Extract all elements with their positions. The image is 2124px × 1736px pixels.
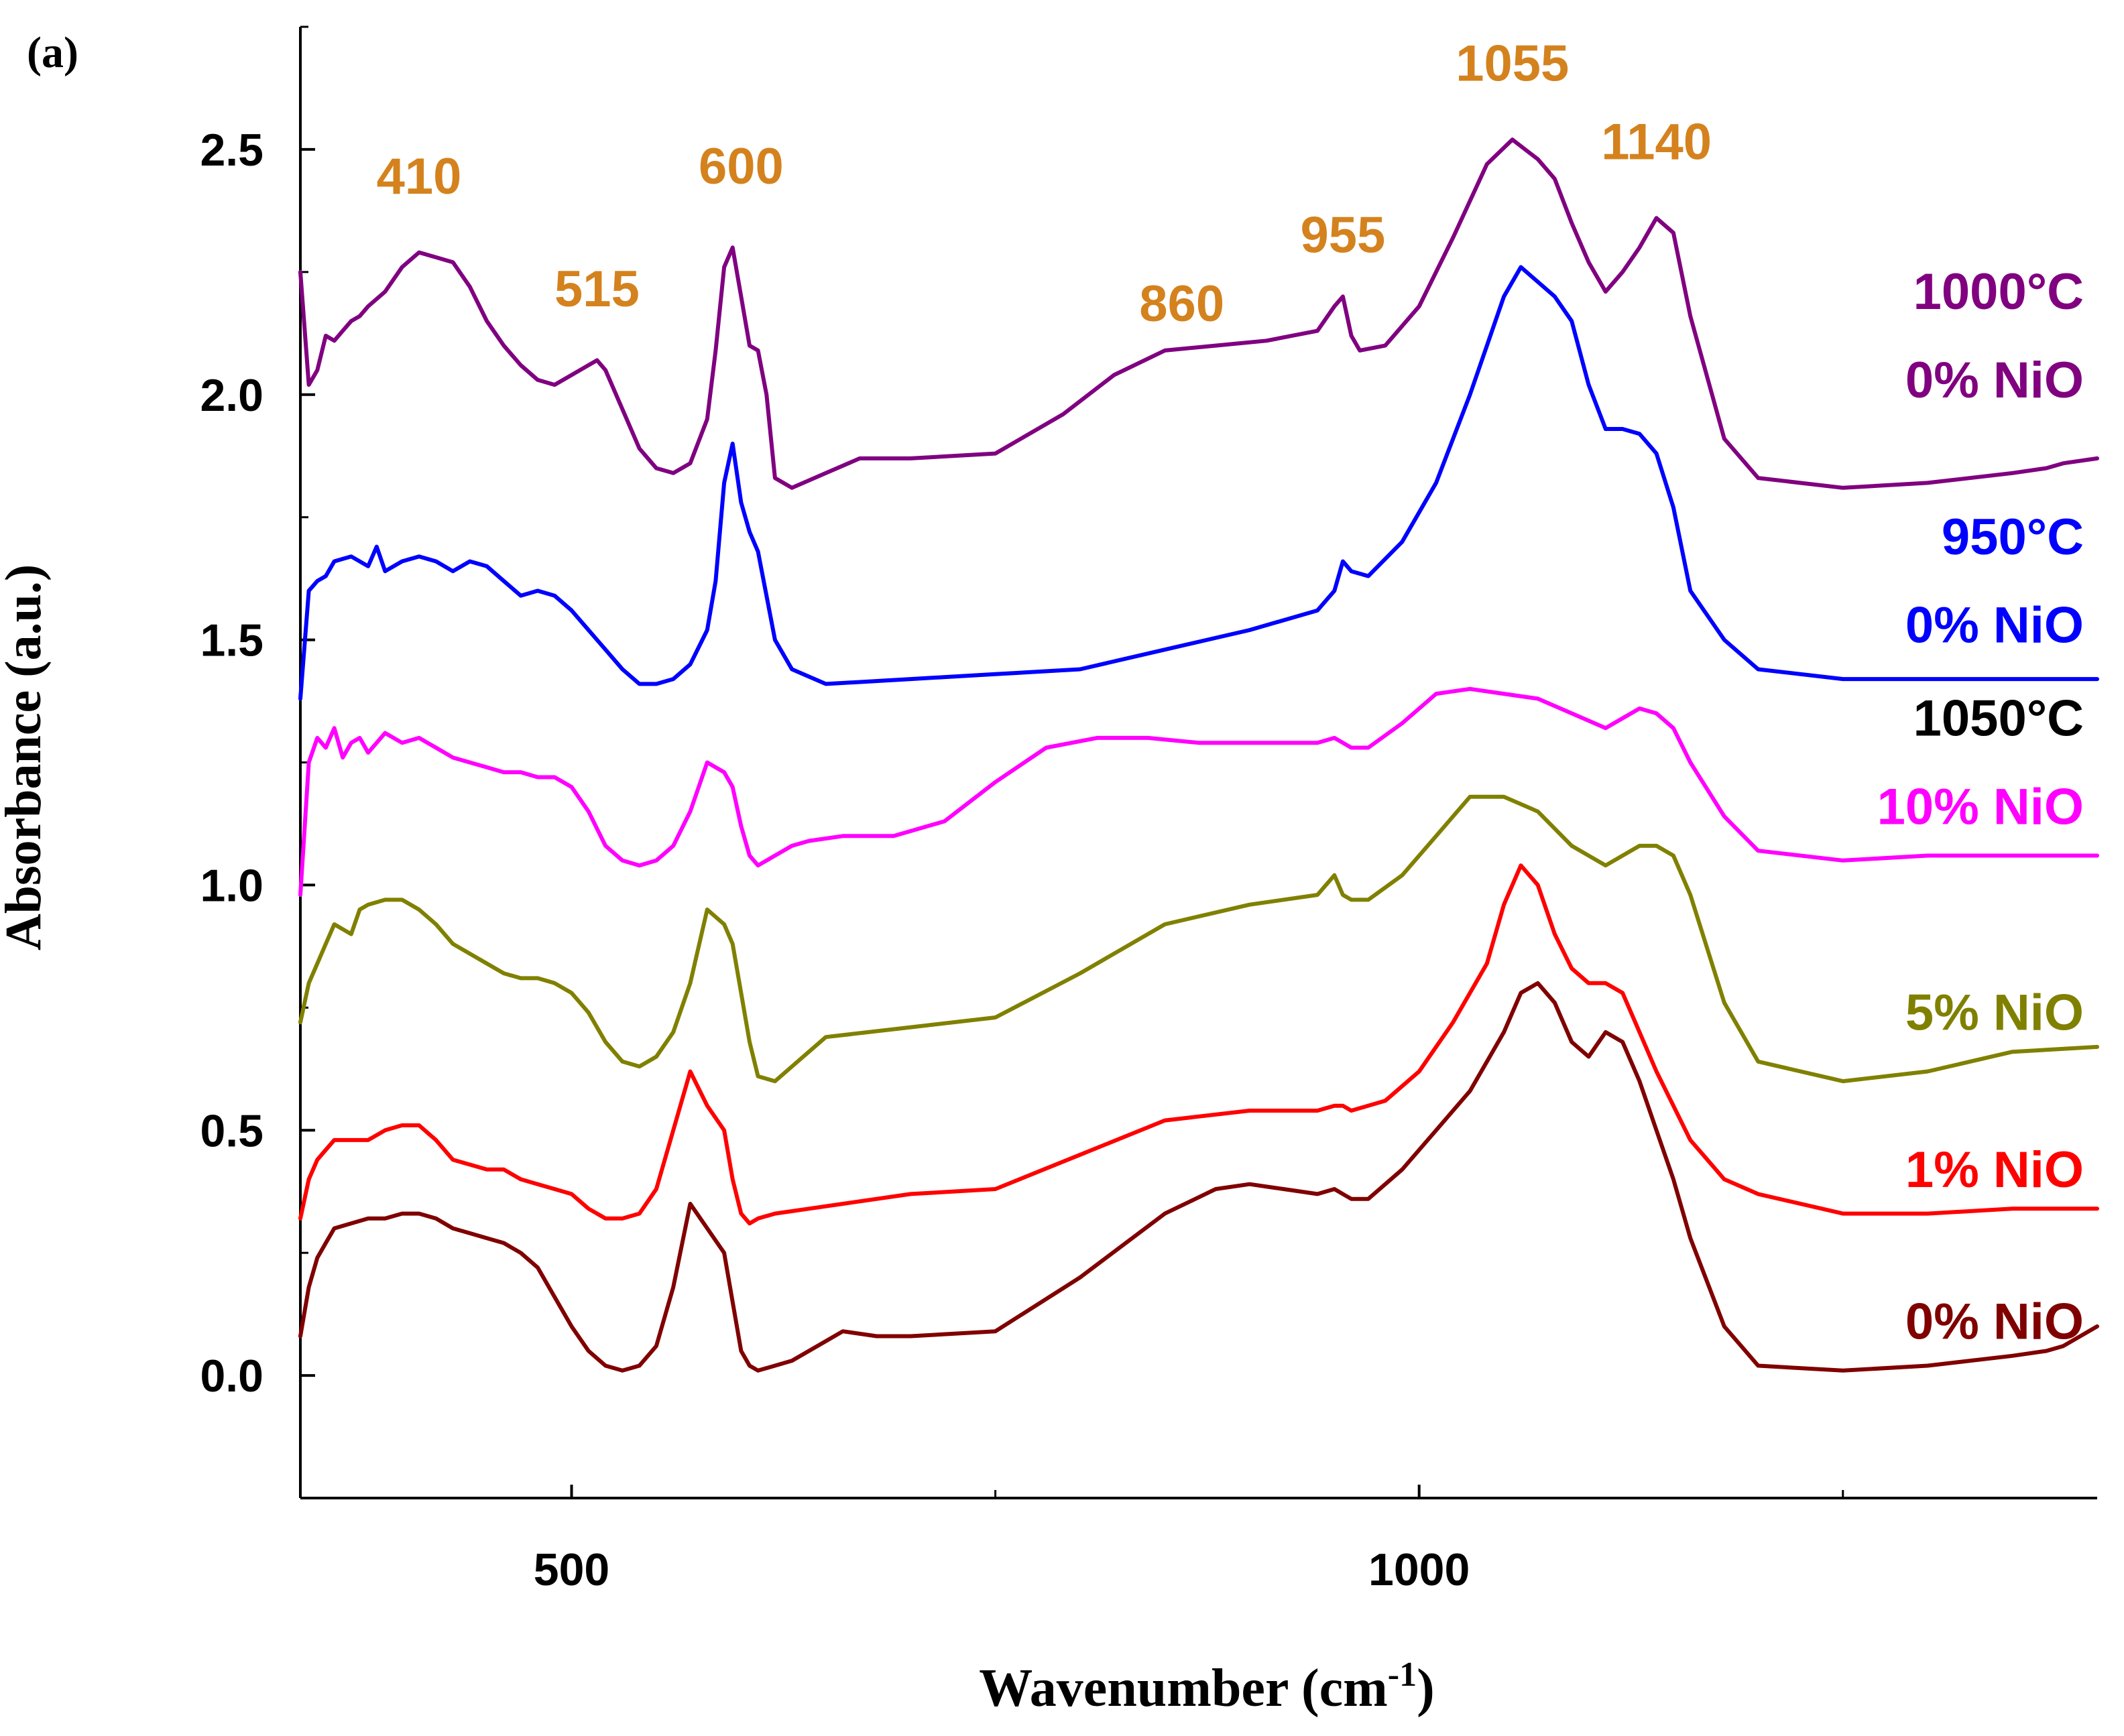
- series-line-1-nio: [298, 863, 2099, 1226]
- series-line-1050-c-10-nio: [298, 686, 2099, 897]
- y-tick-label: 1.0: [200, 860, 263, 911]
- x-axis-label-close: ): [1417, 1659, 1435, 1718]
- series-curves: [298, 137, 2099, 1373]
- y-axis-label: Absorbance (a.u.): [0, 564, 52, 950]
- peak-label: 600: [699, 138, 784, 195]
- series-label: 10% NiO: [1877, 778, 2084, 835]
- series-label: 0% NiO: [1905, 597, 2084, 654]
- x-axis-label-main: Wavenumber (cm: [979, 1659, 1388, 1718]
- series-line-0-nio: [298, 981, 2099, 1373]
- y-tick-label: 0.0: [200, 1351, 263, 1402]
- peak-label: 1055: [1456, 35, 1569, 92]
- plot-frame: [299, 27, 2097, 1499]
- series-label: 950°C: [1942, 509, 2084, 566]
- peak-label: 955: [1300, 207, 1385, 264]
- y-tick-label: 0.5: [200, 1105, 263, 1156]
- series-label: 1000°C: [1913, 263, 2084, 320]
- x-tick-label: 500: [534, 1544, 609, 1595]
- series-label: 5% NiO: [1905, 985, 2084, 1042]
- series-labels: 1000°C 0% NiO 950°C 0% NiO 1050°C 10% NiO 5% N…: [1877, 263, 2084, 1351]
- series-line-950-c-0-nio: [298, 265, 2099, 701]
- series-label: 1% NiO: [1905, 1141, 2084, 1198]
- peak-labels: 410 515 600 860 955 1055 1140: [377, 35, 1712, 332]
- peak-label: 410: [377, 148, 462, 205]
- y-tick-label: 2.0: [200, 370, 263, 421]
- y-tick-label: 2.5: [200, 125, 263, 176]
- x-axis-label-superscript: -1: [1388, 1656, 1417, 1694]
- peak-label: 860: [1139, 275, 1224, 332]
- x-tick-label: 1000: [1368, 1544, 1470, 1595]
- series-label: 0% NiO: [1905, 1294, 2084, 1351]
- series-line-5-nio: [298, 794, 2099, 1084]
- series-line-1000-c-0-nio: [298, 137, 2099, 490]
- panel-label: (a): [27, 28, 78, 77]
- y-axis: 0.0 0.5 1.0 1.5 2.0 2.5: [200, 25, 315, 1499]
- series-label: 1050°C: [1913, 690, 2084, 747]
- peak-label: 515: [554, 261, 640, 318]
- series-label: 0% NiO: [1905, 352, 2084, 409]
- x-axis: 500 1000: [534, 1485, 1844, 1595]
- x-axis-label: Wavenumber (cm-1): [979, 1656, 1435, 1718]
- y-tick-label: 1.5: [200, 615, 263, 666]
- peak-label: 1140: [1601, 114, 1712, 171]
